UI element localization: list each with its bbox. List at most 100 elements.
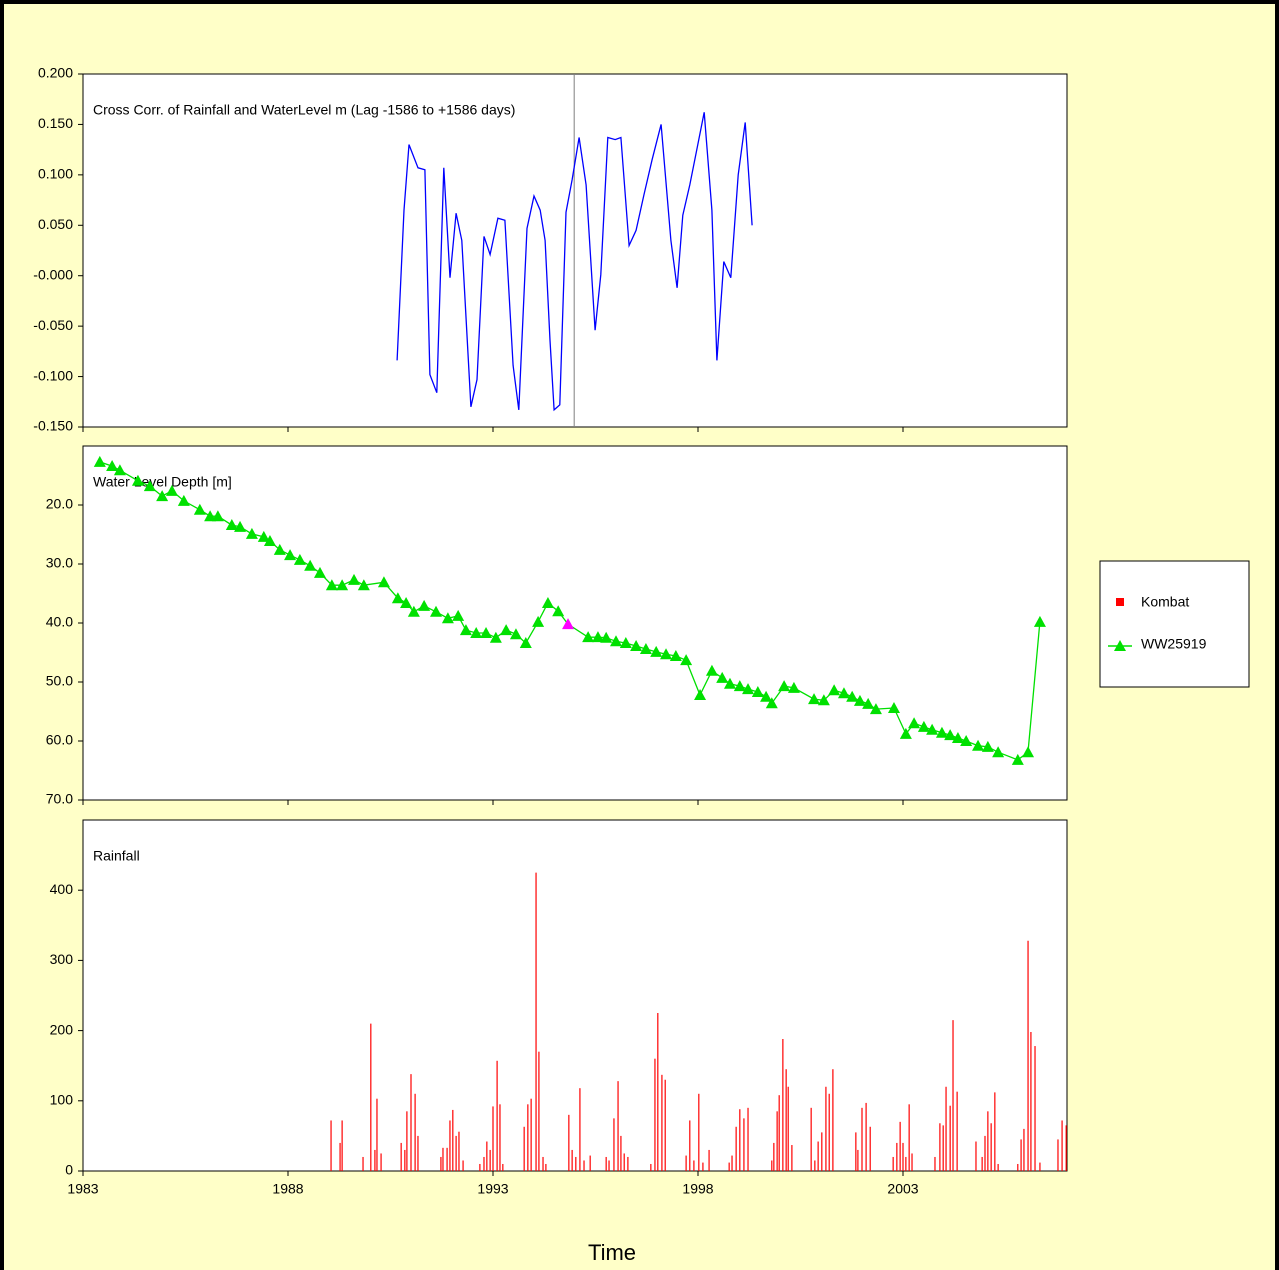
marker xyxy=(489,631,502,643)
marker xyxy=(817,694,830,706)
panel-title: Water Level Depth [m] xyxy=(93,474,232,490)
marker xyxy=(723,677,736,689)
legend-label: Kombat xyxy=(1141,594,1189,610)
marker xyxy=(660,648,673,660)
y-tick-label: 40.0 xyxy=(46,614,73,630)
marker xyxy=(377,576,390,588)
marker xyxy=(992,746,1005,758)
legend-swatch xyxy=(1116,598,1124,606)
marker xyxy=(552,605,565,617)
y-tick-label: 70.0 xyxy=(46,791,73,807)
marker xyxy=(853,694,866,706)
marker xyxy=(917,720,930,732)
y-tick-label: -0.150 xyxy=(33,418,73,434)
marker xyxy=(441,612,454,624)
marker xyxy=(582,631,595,643)
y-tick-label: 400 xyxy=(50,881,74,897)
y-tick-label: 0.100 xyxy=(38,166,73,182)
marker xyxy=(935,726,948,738)
y-tick-label: 30.0 xyxy=(46,555,73,571)
x-tick-label: 1983 xyxy=(67,1181,98,1197)
marker xyxy=(131,474,144,486)
plot-area xyxy=(82,73,1068,428)
marker xyxy=(869,703,882,715)
marker xyxy=(156,490,169,502)
y-tick-label: 50.0 xyxy=(46,673,73,689)
marker xyxy=(650,645,663,657)
marker xyxy=(325,579,338,591)
marker xyxy=(452,609,465,621)
marker xyxy=(887,701,900,713)
marker xyxy=(245,527,258,539)
marker xyxy=(669,650,682,662)
marker xyxy=(480,627,493,639)
marker xyxy=(1011,753,1024,765)
marker xyxy=(1033,615,1046,627)
marker xyxy=(263,534,276,546)
y-tick-label: 100 xyxy=(50,1092,74,1108)
marker xyxy=(600,631,613,643)
marker xyxy=(293,553,306,565)
marker xyxy=(926,723,939,735)
y-tick-label: 0.200 xyxy=(38,65,73,81)
marker xyxy=(778,680,791,692)
x-tick-label: 2003 xyxy=(887,1181,918,1197)
marker xyxy=(680,654,693,666)
marker xyxy=(610,635,622,647)
marker xyxy=(273,543,286,555)
marker xyxy=(257,530,270,542)
marker xyxy=(225,519,238,531)
panel-title: Rainfall xyxy=(93,848,140,864)
marker xyxy=(348,573,361,585)
plot-area xyxy=(82,819,1068,1172)
marker xyxy=(509,628,522,640)
marker xyxy=(862,697,875,709)
y-tick-label: 200 xyxy=(50,1021,74,1037)
x-axis-label: Time xyxy=(588,1240,636,1265)
marker xyxy=(459,624,472,636)
marker xyxy=(716,671,729,683)
marker xyxy=(304,559,317,571)
x-tick-label: 1988 xyxy=(272,1181,303,1197)
panel-title: Cross Corr. of Rainfall and WaterLevel m… xyxy=(93,102,515,118)
x-tick-label: 1993 xyxy=(477,1181,508,1197)
marker xyxy=(899,727,912,739)
marker xyxy=(177,494,190,506)
y-tick-label: 0.150 xyxy=(38,115,73,131)
legend-label: WW25919 xyxy=(1141,636,1207,652)
x-tick-label: 1998 xyxy=(682,1181,713,1197)
marker xyxy=(336,579,349,591)
marker xyxy=(193,503,206,515)
y-tick-label: 0.050 xyxy=(38,216,73,232)
marker xyxy=(960,735,973,746)
plot-area xyxy=(82,445,1068,801)
marker xyxy=(639,642,652,654)
marker xyxy=(418,599,431,611)
marker xyxy=(908,717,921,729)
marker xyxy=(591,631,604,643)
marker xyxy=(284,549,297,561)
marker xyxy=(808,693,821,705)
marker xyxy=(519,637,532,649)
marker xyxy=(760,690,773,702)
marker xyxy=(400,596,413,608)
legend-box xyxy=(1099,560,1250,688)
marker xyxy=(733,680,746,692)
marker xyxy=(106,460,119,472)
marker xyxy=(944,729,957,741)
y-tick-label: -0.050 xyxy=(33,317,73,333)
y-tick-label: 20.0 xyxy=(46,496,73,512)
marker xyxy=(705,664,718,676)
y-tick-label: 300 xyxy=(50,951,74,967)
marker xyxy=(787,681,800,693)
marker xyxy=(500,624,513,636)
marker xyxy=(694,688,707,700)
marker xyxy=(742,683,755,695)
marker xyxy=(765,697,778,709)
series-line xyxy=(396,112,753,412)
marker xyxy=(846,690,859,702)
marker xyxy=(391,592,404,604)
marker xyxy=(234,520,247,532)
marker xyxy=(532,615,545,627)
marker xyxy=(837,687,850,699)
